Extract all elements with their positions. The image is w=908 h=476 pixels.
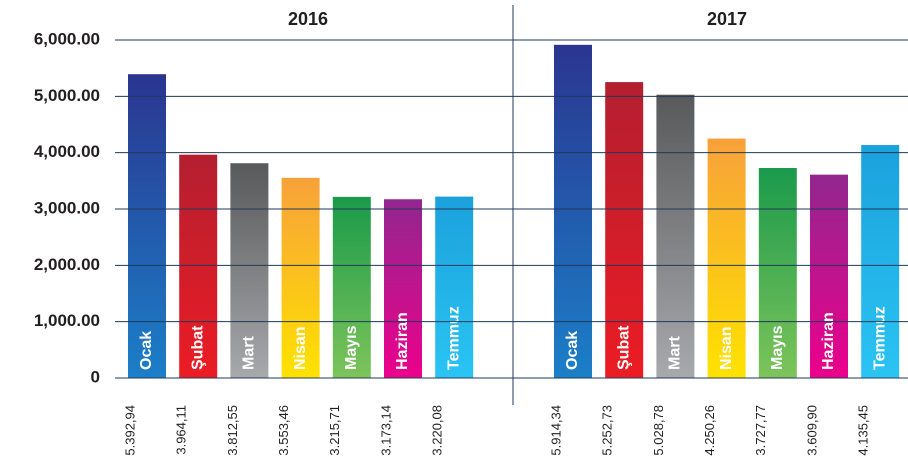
category-label: Şubat — [189, 325, 206, 370]
value-label: 3.964,11 — [174, 405, 189, 455]
bar — [861, 145, 900, 378]
panel-title: 2017 — [707, 9, 747, 29]
bar — [281, 177, 320, 378]
value-label: 3.553,46 — [276, 405, 291, 456]
y-tick-label: 2,000.00 — [34, 255, 100, 274]
y-tick-label: 1,000.00 — [34, 311, 100, 330]
y-tick-label: 3,000.00 — [34, 198, 100, 217]
value-label: 3.220,08 — [430, 405, 445, 456]
bar — [128, 74, 166, 378]
bar — [435, 196, 474, 378]
category-label: Mayıs — [769, 325, 786, 370]
y-tick-label: 5,000.00 — [34, 86, 100, 105]
value-label: 5.028,78 — [651, 405, 666, 456]
value-label: 3.173,14 — [378, 405, 393, 456]
category-label: Ocak — [138, 331, 155, 370]
value-label: 3.812,55 — [225, 405, 240, 456]
bar — [656, 94, 695, 378]
value-label: 3.609,90 — [804, 405, 819, 456]
value-label: 5.392,94 — [122, 405, 137, 456]
category-label: Haziran — [820, 312, 837, 370]
bar — [605, 82, 644, 379]
y-tick-label: 6,000.00 — [34, 29, 100, 48]
category-label: Haziran — [394, 312, 411, 370]
bar — [179, 154, 218, 378]
category-label: Mart — [241, 336, 258, 370]
y-tick-label: 4,000.00 — [34, 142, 100, 161]
value-label: 4.250,26 — [702, 405, 717, 456]
bar — [758, 168, 797, 378]
bar — [384, 199, 422, 378]
category-label: Ocak — [564, 331, 581, 370]
category-label: Nisan — [718, 326, 735, 370]
value-label: 5.252,73 — [600, 405, 615, 456]
bar — [554, 44, 592, 379]
bar — [230, 163, 269, 378]
category-label: Temmuz — [871, 306, 888, 370]
value-label: 4.135,45 — [856, 405, 871, 456]
bar — [332, 196, 371, 378]
value-label: 5.914,34 — [548, 405, 563, 456]
y-tick-label: 0 — [91, 367, 100, 386]
category-label: Mayıs — [343, 325, 360, 370]
category-label: Temmuz — [445, 306, 462, 370]
value-label: 3.215,71 — [327, 405, 342, 456]
value-label: 3.727,77 — [753, 405, 768, 456]
category-label: Şubat — [615, 325, 632, 370]
category-label: Nisan — [292, 326, 309, 370]
panel-title: 2016 — [288, 9, 328, 29]
category-label: Mart — [667, 336, 684, 370]
bar — [707, 138, 746, 378]
